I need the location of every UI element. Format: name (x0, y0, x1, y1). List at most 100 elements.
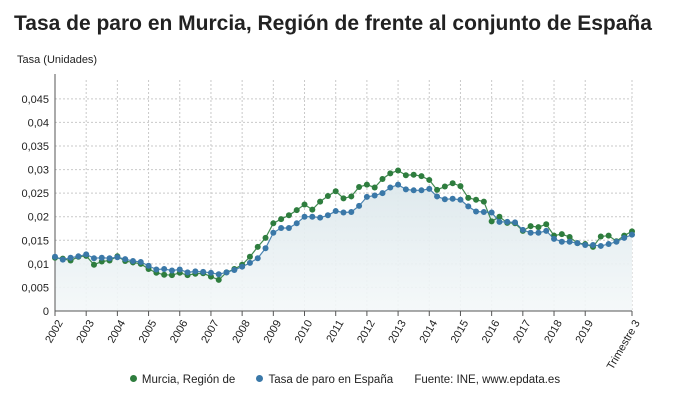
point-murcia (434, 186, 441, 193)
point-espana (504, 218, 511, 225)
legend-item-espana[interactable]: Tasa de paro en España (256, 374, 393, 386)
point-espana (402, 186, 409, 193)
point-espana (621, 234, 628, 241)
area-under-espana (55, 184, 632, 311)
point-espana (473, 208, 480, 215)
point-murcia (348, 193, 355, 200)
point-espana (512, 219, 519, 226)
point-espana (395, 181, 402, 188)
point-espana (465, 203, 472, 210)
point-espana (363, 193, 370, 200)
point-murcia (262, 234, 269, 241)
x-tick-label: 2013 (386, 318, 409, 345)
point-espana (387, 184, 394, 191)
point-murcia (418, 173, 425, 180)
x-tick-label: 2006 (168, 318, 191, 345)
x-tick-label: 2008 (230, 318, 253, 345)
point-murcia (324, 192, 331, 199)
point-murcia (410, 171, 417, 178)
x-tick-label: 2015 (449, 318, 472, 345)
point-murcia (168, 272, 175, 279)
x-tick-label: Trimestre 3 (605, 318, 643, 372)
series-points (52, 167, 635, 283)
point-espana (176, 266, 183, 273)
x-tick-label: 2005 (137, 318, 160, 345)
point-murcia (441, 183, 448, 190)
legend-item-murcia[interactable]: Murcia, Región de (129, 374, 235, 386)
point-espana (223, 269, 230, 276)
point-espana (231, 266, 238, 273)
point-murcia (254, 243, 261, 250)
point-espana (488, 209, 495, 216)
point-murcia (301, 201, 308, 208)
point-espana (441, 196, 448, 203)
point-espana (129, 258, 136, 265)
point-murcia (402, 172, 409, 179)
point-murcia (449, 180, 456, 187)
chart-title: Tasa de paro en Murcia, Región de frente… (14, 12, 652, 35)
point-espana (558, 238, 565, 245)
point-murcia (363, 181, 370, 188)
point-espana (371, 192, 378, 199)
x-tick-label: 2019 (573, 318, 596, 345)
point-espana (332, 208, 339, 215)
point-espana (379, 190, 386, 197)
point-murcia (332, 188, 339, 195)
point-espana (200, 268, 207, 275)
point-murcia (340, 195, 347, 202)
point-murcia (488, 218, 495, 225)
point-espana (574, 240, 581, 247)
y-tick-label: 0 (43, 306, 49, 318)
point-murcia (387, 170, 394, 177)
point-murcia (465, 194, 472, 201)
point-murcia (480, 198, 487, 205)
point-espana (122, 256, 129, 263)
x-tick-label: 2011 (324, 318, 346, 344)
x-tick-label: 2002 (43, 318, 66, 345)
point-espana (605, 241, 612, 248)
y-tick-label: 0,03 (28, 165, 49, 177)
y-tick-label: 0,005 (21, 282, 49, 294)
point-murcia (371, 184, 378, 191)
point-espana (457, 196, 464, 203)
point-espana (449, 195, 456, 202)
point-murcia (356, 184, 363, 191)
point-murcia (215, 276, 222, 283)
point-espana (262, 245, 269, 252)
point-espana (215, 271, 222, 278)
point-espana (59, 256, 66, 263)
point-murcia (395, 167, 402, 174)
x-tick-label: 2010 (293, 318, 316, 345)
point-espana (356, 202, 363, 209)
point-espana (590, 242, 597, 248)
source-note: Fuente: INE, www.epdata.es (414, 374, 561, 386)
point-espana (246, 259, 253, 266)
point-murcia (246, 253, 253, 260)
point-espana (239, 263, 246, 270)
point-espana (535, 229, 542, 236)
point-espana (161, 266, 168, 273)
point-murcia (605, 232, 612, 239)
point-espana (348, 209, 355, 215)
y-tick-label: 0,035 (21, 141, 49, 153)
y-tick-label: 0,02 (28, 212, 49, 224)
x-tick-label: 2009 (262, 318, 285, 345)
point-murcia (535, 224, 542, 231)
point-espana (98, 254, 105, 261)
point-espana (106, 255, 113, 262)
x-tick-label: 2012 (355, 318, 378, 345)
x-tick-label: 2016 (480, 318, 503, 345)
point-murcia (309, 206, 316, 213)
point-espana (114, 254, 121, 261)
x-tick-label: 2014 (417, 318, 440, 345)
point-murcia (558, 231, 565, 238)
x-tick-label: 2003 (74, 318, 97, 345)
point-murcia (457, 183, 464, 190)
point-murcia (270, 220, 277, 227)
point-espana (317, 214, 324, 221)
point-espana (285, 225, 292, 232)
x-tick-label: 2004 (106, 318, 129, 345)
point-espana (153, 266, 160, 273)
point-espana (426, 185, 433, 192)
point-murcia (496, 213, 503, 220)
